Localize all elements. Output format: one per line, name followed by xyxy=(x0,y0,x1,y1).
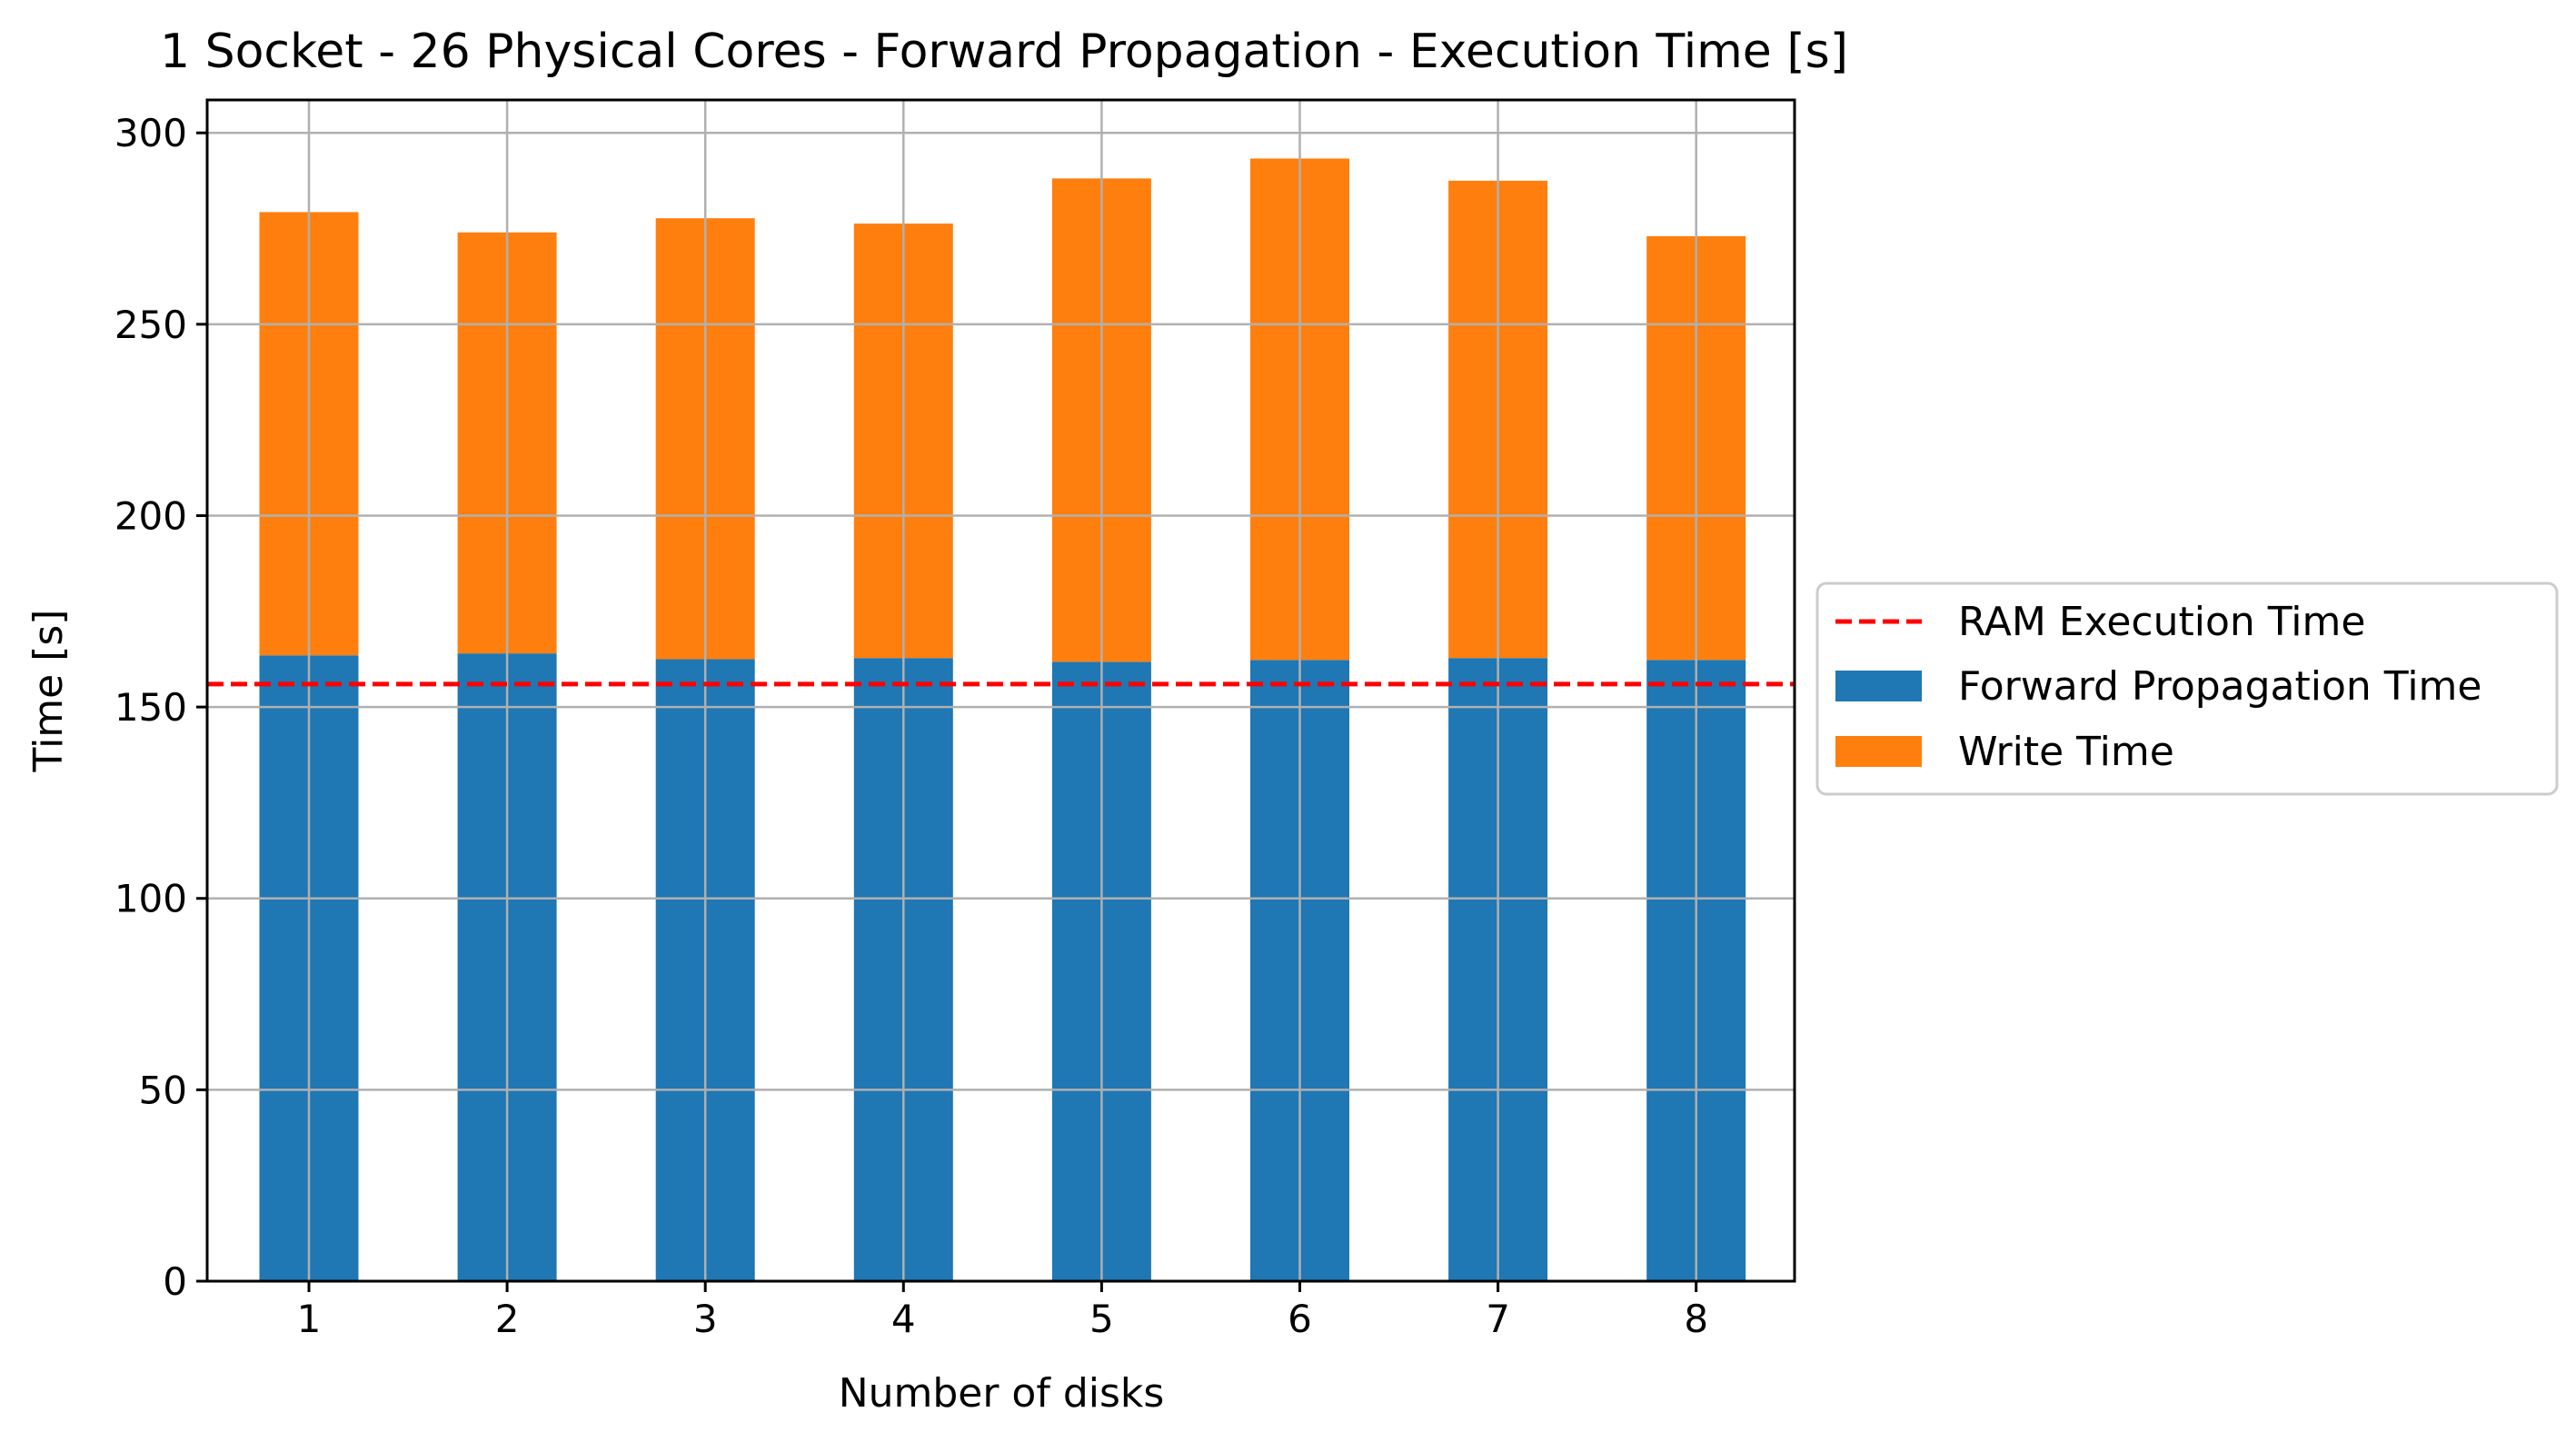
y-axis-ticks: 0 50 100 150 200 250 300 xyxy=(114,111,207,1304)
legend-label-reference: RAM Execution Time xyxy=(1958,599,2365,645)
legend-label-write: Write Time xyxy=(1958,729,2174,775)
y-axis-label: Time [s] xyxy=(25,610,72,773)
x-tick-label: 1 xyxy=(297,1297,322,1341)
x-tick-label: 6 xyxy=(1288,1297,1312,1341)
y-tick-label: 0 xyxy=(163,1259,187,1304)
y-tick-label: 50 xyxy=(139,1068,187,1112)
x-tick-label: 4 xyxy=(891,1297,916,1341)
y-tick-label: 250 xyxy=(114,303,187,347)
chart-title: 1 Socket - 26 Physical Cores - Forward P… xyxy=(160,25,1848,79)
legend-box xyxy=(1815,582,2559,796)
x-axis-ticks: 1 2 3 4 5 6 7 8 xyxy=(297,1281,1708,1341)
x-tick-label: 7 xyxy=(1486,1297,1510,1341)
x-tick-label: 5 xyxy=(1089,1297,1114,1341)
grid-overlay xyxy=(207,100,1795,1283)
legend: RAM Execution Time Forward Propagation T… xyxy=(1815,582,2559,796)
y-tick-label: 200 xyxy=(114,493,187,538)
x-tick-label: 3 xyxy=(693,1297,718,1341)
legend-swatch-write xyxy=(1835,736,1922,767)
bars xyxy=(207,100,1795,1283)
x-tick-label: 2 xyxy=(495,1297,520,1341)
y-tick-label: 300 xyxy=(114,111,187,155)
x-axis-label: Number of disks xyxy=(839,1370,1165,1417)
legend-swatch-forward xyxy=(1835,671,1922,701)
y-tick-label: 100 xyxy=(114,877,187,921)
y-tick-label: 150 xyxy=(114,685,187,730)
legend-label-forward: Forward Propagation Time xyxy=(1958,663,2482,710)
x-tick-label: 8 xyxy=(1684,1297,1708,1341)
plot-frame xyxy=(205,98,1796,1283)
